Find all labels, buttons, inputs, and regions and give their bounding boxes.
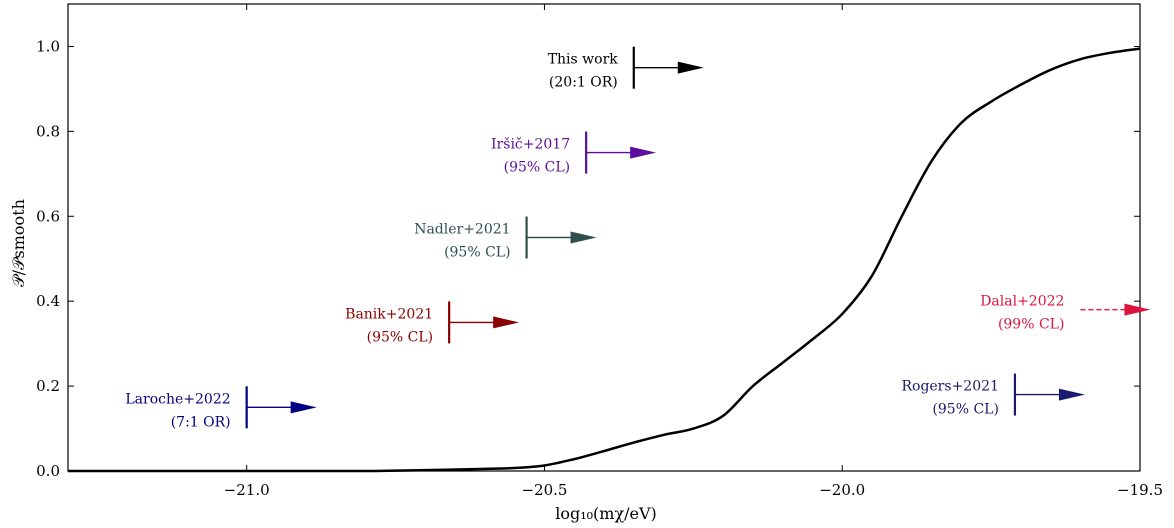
limit-annotation: Banik+2021 (95% CL) xyxy=(345,301,520,345)
y-tick-label: 0.8 xyxy=(36,122,60,140)
y-tick-label: 0.6 xyxy=(36,207,60,225)
x-tick-label: −20.0 xyxy=(819,481,865,499)
y-tick-label: 1.0 xyxy=(36,37,60,55)
limit-arrow-head xyxy=(1124,303,1151,316)
limit-arrow-head xyxy=(290,401,317,414)
y-axis-label: 𝒫/𝒫smooth xyxy=(9,199,28,287)
limit-label-name: Iršič+2017 xyxy=(491,136,570,153)
y-axis-label-group: 𝒫/𝒫smooth xyxy=(9,199,28,287)
series-line xyxy=(68,47,1141,473)
plot-frame xyxy=(67,3,1141,472)
limit-annotation: Dalal+2022 (99% CL) xyxy=(980,294,1151,333)
x-axis-label: log₁₀(mχ/eV) xyxy=(555,504,657,523)
limit-arrow-head xyxy=(1058,388,1085,401)
limit-label-name: Nadler+2021 xyxy=(414,222,510,238)
limit-label-detail: (7:1 OR) xyxy=(171,414,231,430)
x-tick-label: −20.5 xyxy=(521,481,567,499)
limit-annotation: Rogers+2021 (95% CL) xyxy=(901,373,1085,418)
limit-annotation: Iršič+2017 (95% CL) xyxy=(491,131,657,176)
limit-label-name: Banik+2021 xyxy=(345,306,433,322)
y-tick-label: 0.4 xyxy=(36,292,60,310)
limit-arrow-head xyxy=(677,61,704,74)
series-group xyxy=(68,47,1141,473)
limit-annotation: This work (20:1 OR) xyxy=(548,46,704,91)
limit-label-detail: (95% CL) xyxy=(504,160,571,176)
y-tick-label: 0.0 xyxy=(36,462,60,480)
axis-ticks: −21.0 −20.5 −20.0 −19.5 0.0 0.2 0.4 0.6 0.8 1.0 xyxy=(36,4,1163,499)
limit-label-detail: (20:1 OR) xyxy=(549,75,618,91)
limit-label-detail: (99% CL) xyxy=(998,317,1065,333)
x-tick-label: −21.0 xyxy=(224,481,270,499)
x-tick-label: −19.5 xyxy=(1117,481,1163,499)
limit-annotation: Nadler+2021 (95% CL) xyxy=(414,216,597,261)
limit-label-detail: (95% CL) xyxy=(932,402,999,418)
limit-arrow-head xyxy=(493,316,520,329)
annotations-group: This work(20:1 OR)Iršič+2017(95% CL)Nadl… xyxy=(125,46,1151,430)
limit-label-name: Rogers+2021 xyxy=(901,379,998,395)
limit-label-detail: (95% CL) xyxy=(444,245,511,261)
limit-label-name: This work xyxy=(548,52,619,68)
limit-label-detail: (95% CL) xyxy=(367,329,434,345)
limit-label-name: Laroche+2022 xyxy=(125,391,230,407)
y-tick-label: 0.2 xyxy=(36,377,60,395)
limit-arrow-head xyxy=(570,231,597,244)
limit-label-name: Dalal+2022 xyxy=(980,294,1064,310)
limit-annotation: Laroche+2022 (7:1 OR) xyxy=(125,386,317,430)
limit-arrow-head xyxy=(630,146,657,159)
